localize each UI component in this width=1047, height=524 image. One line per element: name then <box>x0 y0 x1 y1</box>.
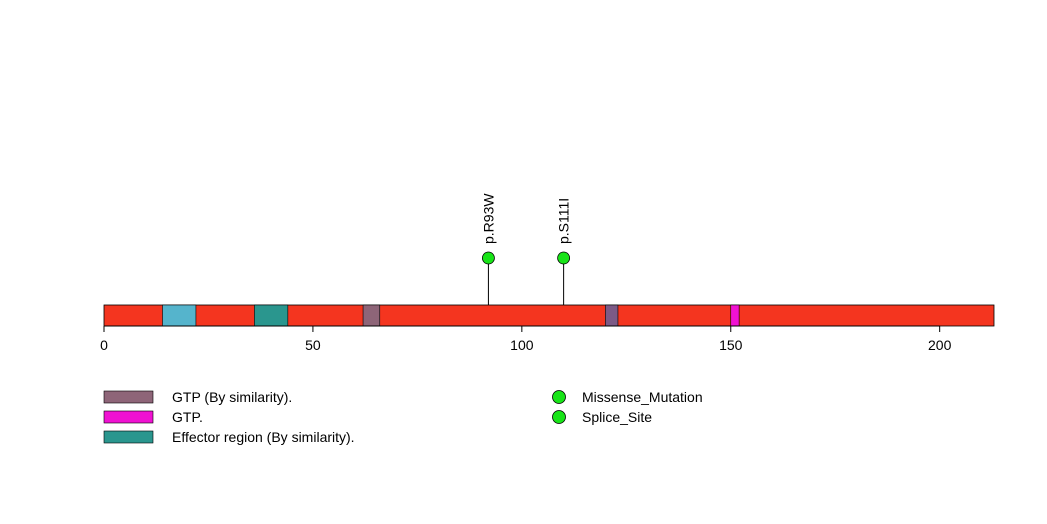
protein-domains <box>162 304 740 327</box>
domain-legend-label-0: GTP (By similarity). <box>172 389 292 405</box>
mutation-markers <box>482 251 571 265</box>
x-axis: 0 50 100 150 200 <box>100 325 952 353</box>
domain-0 <box>162 304 197 327</box>
mutation-marker-0 <box>482 251 495 265</box>
domain-legend-label-2: Effector region (By similarity). <box>172 429 355 445</box>
mutation-legend-label-1: Splice_Site <box>582 409 652 425</box>
x-tick-label-1: 50 <box>305 337 321 353</box>
x-tick-label-4: 200 <box>928 337 952 353</box>
domain-4 <box>730 304 740 327</box>
domain-1 <box>254 304 289 327</box>
mutation-legend-marker-0 <box>552 390 566 404</box>
mutation-legend: Missense_Mutation Splice_Site <box>552 389 703 425</box>
mutation-label-1: p.S111I <box>556 198 572 244</box>
x-tick-label-0: 0 <box>100 337 108 353</box>
domain-legend-label-1: GTP. <box>172 409 203 425</box>
domain-legend-swatch-0 <box>103 390 154 404</box>
mutation-labels: p.R93W p.S111I <box>480 193 571 244</box>
mutation-legend-label-0: Missense_Mutation <box>582 389 703 405</box>
mutation-legend-marker-1 <box>552 410 566 424</box>
mutation-label-0: p.R93W <box>480 193 496 244</box>
domain-legend-swatch-2 <box>103 430 154 444</box>
domain-3 <box>605 304 619 327</box>
x-tick-label-2: 100 <box>510 337 534 353</box>
x-tick-label-3: 150 <box>719 337 743 353</box>
protein-backbone <box>103 304 995 327</box>
mutation-marker-1 <box>557 251 571 265</box>
domain-legend: GTP (By similarity). GTP. Effector region … <box>103 389 355 445</box>
domain-legend-swatch-1 <box>103 410 154 424</box>
domain-2 <box>362 304 381 327</box>
